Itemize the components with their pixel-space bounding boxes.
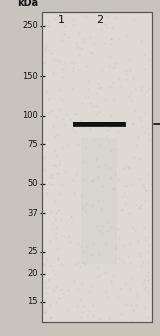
Text: 15: 15: [28, 297, 38, 306]
Text: 250: 250: [22, 22, 38, 31]
Text: 1: 1: [58, 15, 65, 25]
Bar: [80, 138, 117, 264]
Text: 100: 100: [22, 112, 38, 120]
Text: 37: 37: [27, 209, 38, 218]
Text: 75: 75: [27, 140, 38, 149]
Text: 25: 25: [28, 247, 38, 256]
Text: 50: 50: [28, 179, 38, 188]
Bar: [42, 12, 152, 322]
Bar: [42, 12, 152, 322]
Text: 150: 150: [22, 72, 38, 81]
Text: 2: 2: [96, 15, 103, 25]
Text: kDa: kDa: [17, 0, 38, 8]
Text: 20: 20: [28, 269, 38, 278]
Bar: [73, 122, 124, 126]
